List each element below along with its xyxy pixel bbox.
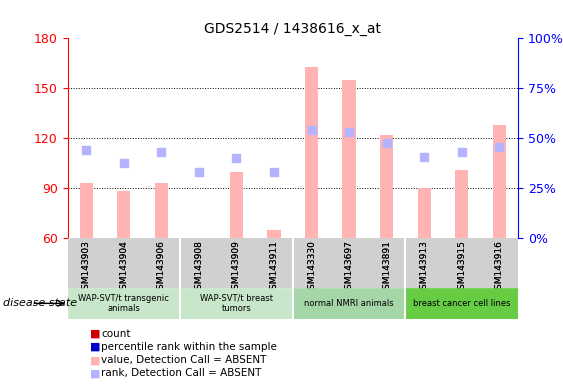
- Bar: [443, 238, 480, 288]
- Text: ■: ■: [90, 342, 101, 352]
- Text: GSM143916: GSM143916: [495, 240, 504, 295]
- Text: GSM143916: GSM143916: [495, 240, 504, 295]
- Text: value, Detection Call = ABSENT: value, Detection Call = ABSENT: [101, 355, 267, 365]
- Text: ■: ■: [90, 329, 101, 339]
- Text: GSM143909: GSM143909: [232, 240, 241, 295]
- Text: GSM143904: GSM143904: [119, 240, 128, 295]
- Bar: [68, 288, 180, 319]
- Text: GSM143697: GSM143697: [345, 240, 354, 295]
- Text: WAP-SVT/t breast
tumors: WAP-SVT/t breast tumors: [200, 294, 273, 313]
- Text: GSM143330: GSM143330: [307, 240, 316, 295]
- Text: percentile rank within the sample: percentile rank within the sample: [101, 342, 277, 352]
- Point: [495, 144, 504, 150]
- Point: [119, 160, 128, 166]
- Text: GSM143911: GSM143911: [270, 240, 279, 295]
- Bar: [68, 238, 105, 288]
- Bar: [405, 288, 518, 319]
- Point: [194, 169, 203, 175]
- Text: ■: ■: [90, 368, 101, 378]
- Point: [270, 169, 279, 175]
- Text: GSM143891: GSM143891: [382, 240, 391, 295]
- Bar: [405, 238, 443, 288]
- Bar: [155, 183, 168, 238]
- Bar: [455, 170, 468, 238]
- Bar: [380, 135, 393, 238]
- Bar: [480, 238, 518, 288]
- Text: GSM143903: GSM143903: [82, 240, 91, 295]
- Text: disease state: disease state: [3, 298, 77, 308]
- Bar: [418, 188, 431, 238]
- Text: GSM143915: GSM143915: [457, 240, 466, 295]
- Point: [382, 140, 391, 146]
- Text: GSM143697: GSM143697: [345, 240, 354, 295]
- Point: [232, 155, 241, 161]
- Bar: [142, 238, 180, 288]
- Text: GSM143911: GSM143911: [270, 240, 279, 295]
- Text: GSM143903: GSM143903: [82, 240, 91, 295]
- Text: breast cancer cell lines: breast cancer cell lines: [413, 299, 511, 308]
- Bar: [330, 238, 368, 288]
- Bar: [493, 125, 506, 238]
- Bar: [342, 80, 356, 238]
- Bar: [180, 288, 293, 319]
- Text: normal NMRI animals: normal NMRI animals: [304, 299, 394, 308]
- Text: GSM143913: GSM143913: [419, 240, 428, 295]
- Text: ■: ■: [90, 355, 101, 365]
- Bar: [293, 288, 405, 319]
- Point: [82, 147, 91, 153]
- Text: GSM143891: GSM143891: [382, 240, 391, 295]
- Text: WAP-SVT/t transgenic
animals: WAP-SVT/t transgenic animals: [78, 294, 169, 313]
- Bar: [305, 67, 318, 238]
- Bar: [80, 183, 93, 238]
- Point: [307, 127, 316, 133]
- Bar: [255, 238, 293, 288]
- Text: GSM143915: GSM143915: [457, 240, 466, 295]
- Point: [157, 149, 166, 155]
- Bar: [180, 238, 218, 288]
- Text: GSM143906: GSM143906: [157, 240, 166, 295]
- Text: GSM143906: GSM143906: [157, 240, 166, 295]
- Bar: [267, 230, 280, 238]
- Bar: [230, 172, 243, 238]
- Text: GSM143904: GSM143904: [119, 240, 128, 295]
- Bar: [105, 238, 142, 288]
- Bar: [218, 238, 255, 288]
- Text: GSM143330: GSM143330: [307, 240, 316, 295]
- Text: GSM143909: GSM143909: [232, 240, 241, 295]
- Point: [345, 129, 354, 135]
- Text: count: count: [101, 329, 131, 339]
- Point: [419, 154, 428, 160]
- Text: GSM143908: GSM143908: [194, 240, 203, 295]
- Bar: [117, 192, 131, 238]
- Text: GSM143913: GSM143913: [419, 240, 428, 295]
- Point: [457, 149, 466, 155]
- Bar: [368, 238, 405, 288]
- Title: GDS2514 / 1438616_x_at: GDS2514 / 1438616_x_at: [204, 22, 381, 36]
- Bar: [293, 238, 330, 288]
- Text: rank, Detection Call = ABSENT: rank, Detection Call = ABSENT: [101, 368, 262, 378]
- Text: GSM143908: GSM143908: [194, 240, 203, 295]
